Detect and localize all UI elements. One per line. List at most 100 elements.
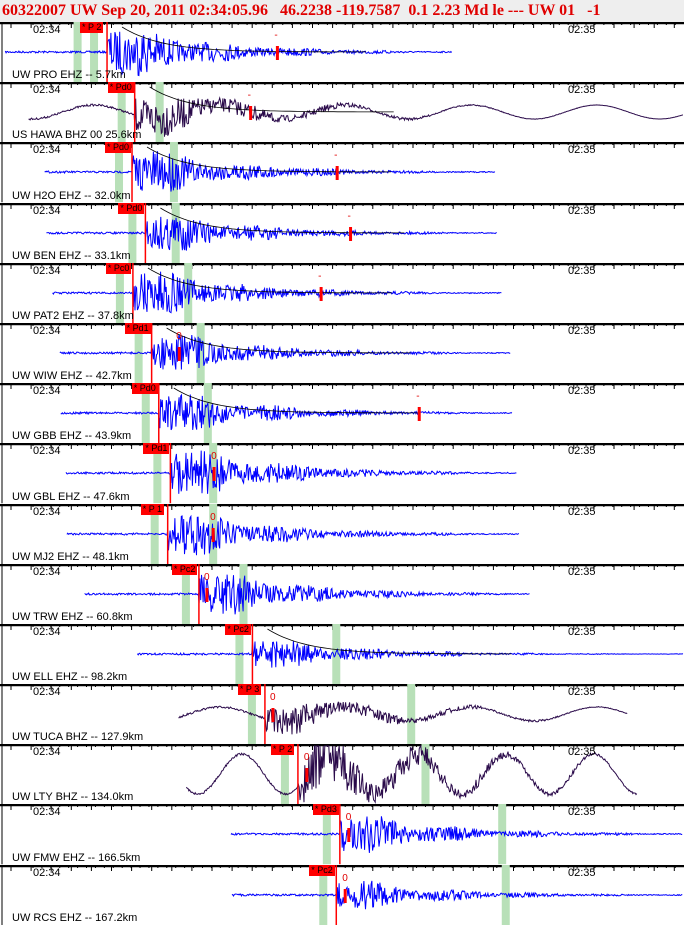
time-label-0235: 02:35 — [568, 264, 596, 277]
s-window — [196, 322, 205, 384]
p-window — [322, 804, 331, 865]
time-label-0234: 02:34 — [33, 84, 61, 97]
coda-marker[interactable] — [205, 587, 209, 602]
pick-label[interactable]: * Pd1 — [143, 443, 170, 455]
coda-code: - — [318, 270, 322, 282]
coda-curve — [146, 147, 392, 173]
coda-curve — [121, 26, 367, 53]
waveform — [66, 514, 520, 555]
time-label-0235: 02:35 — [568, 84, 596, 97]
trace-panel[interactable]: 0 02:34 02:35 * P 3 UW TUCA BHZ -- 127.9km — [0, 684, 684, 745]
trace-panel[interactable]: 0 02:34 02:35 * Pd3 UW FMW EHZ -- 166.5km — [0, 804, 684, 865]
station-label: UW RCS EHZ -- 167.2km — [12, 911, 138, 924]
coda-code: 0 — [345, 812, 352, 824]
coda-marker[interactable] — [271, 708, 275, 723]
pick-label[interactable]: * P 2 — [270, 744, 295, 756]
trace-panel[interactable]: - 02:34 02:35 * Pd0 UW BEN EHZ -- 33.1km — [0, 202, 684, 263]
p-window — [117, 82, 126, 143]
pick-label[interactable]: * Pd0 — [131, 383, 158, 395]
coda-code: - — [274, 30, 278, 41]
waveform — [44, 151, 496, 193]
coda-code: 0 — [210, 511, 216, 523]
trace-panel[interactable]: - 02:34 02:35 * Pd0 UW H2O EHZ -- 32.0km — [0, 142, 684, 203]
trace-panel[interactable]: 0 02:34 02:35 * Pc2 UW TRW EHZ -- 60.8km — [0, 563, 684, 624]
s-window — [155, 82, 164, 143]
trace-panel[interactable]: 0 02:34 02:35 * P 2 UW LTY BHZ -- 134.0km — [0, 744, 684, 805]
station-label: UW GBB EHZ -- 43.9km — [12, 430, 132, 443]
trace-panel[interactable]: - 02:34 02:35 * Pc0 UW PAT2 EHZ -- 37.8km — [0, 262, 684, 323]
coda-marker[interactable] — [349, 226, 353, 241]
trace-panel[interactable]: 0 02:34 02:35 * P 1 UW MJ2 EHZ -- 48.1km — [0, 503, 684, 564]
coda-code: - — [247, 90, 251, 102]
pick-label[interactable]: * Pd3 — [312, 804, 339, 816]
time-label-0234: 02:34 — [33, 24, 61, 36]
coda-code: 0 — [303, 752, 310, 764]
coda-marker[interactable] — [212, 467, 216, 482]
coda-marker[interactable] — [275, 46, 279, 60]
time-label-0234: 02:34 — [33, 445, 61, 458]
station-label: UW GBL EHZ -- 47.6km — [12, 490, 130, 503]
waveform — [46, 216, 497, 251]
trace-panel[interactable]: 0 02:34 02:35 * Pd1 UW WIW EHZ -- 42.7km — [0, 322, 684, 384]
seismogram-panels: - 02:34 02:35 * P 2 UW PRO EHZ -- 5.7km - 02:3… — [0, 22, 684, 925]
waveform — [185, 745, 638, 805]
time-label-0234: 02:34 — [33, 204, 61, 217]
coda-code: - — [334, 150, 338, 162]
trace-panel[interactable]: - 02:34 02:35 * P 2 UW PRO EHZ -- 5.7km — [0, 22, 684, 83]
coda-code: - — [416, 391, 420, 403]
pick-label[interactable]: * P 2 — [80, 22, 104, 33]
coda-marker[interactable] — [343, 888, 347, 903]
coda-marker[interactable] — [335, 166, 339, 181]
s-window — [407, 684, 416, 745]
coda-code: - — [347, 210, 351, 222]
time-label-0234: 02:34 — [33, 385, 61, 398]
coda-marker[interactable] — [347, 828, 351, 843]
coda-curve — [166, 327, 411, 354]
waveform — [84, 574, 530, 615]
coda-code: 0 — [269, 692, 276, 704]
trace-panel[interactable]: - 02:34 02:35 * Pd0 UW GBB EHZ -- 43.9km — [0, 383, 684, 444]
coda-curve — [147, 267, 392, 294]
pick-label[interactable]: * Pc2 — [225, 623, 251, 635]
coda-curve — [267, 628, 512, 655]
coda-marker[interactable] — [305, 768, 309, 783]
coda-curve — [160, 207, 405, 233]
coda-marker[interactable] — [319, 286, 323, 301]
time-label-0234: 02:34 — [33, 746, 61, 759]
time-label-0234: 02:34 — [33, 264, 61, 277]
time-label-0234: 02:34 — [33, 324, 61, 337]
time-label-0234: 02:34 — [33, 144, 61, 157]
time-label-0235: 02:35 — [568, 686, 596, 699]
trace-panel[interactable]: 0 02:34 02:35 * Pc2 UW RCS EHZ -- 167.2km — [0, 864, 684, 925]
time-label-0234: 02:34 — [33, 806, 61, 819]
station-label: UW WIW EHZ -- 42.7km — [12, 370, 132, 383]
coda-marker[interactable] — [417, 407, 421, 422]
time-label-0235: 02:35 — [568, 746, 596, 759]
pick-label[interactable]: * P 3 — [237, 684, 262, 696]
pick-label[interactable]: * Pd1 — [124, 322, 151, 334]
station-label: UW MJ2 EHZ -- 48.1km — [12, 550, 129, 563]
coda-marker[interactable] — [249, 106, 253, 121]
pick-label[interactable]: * Pc0 — [105, 262, 132, 274]
time-label-0235: 02:35 — [568, 625, 596, 638]
pick-label[interactable]: * Pd0 — [118, 202, 145, 214]
pick-label[interactable]: * Pd0 — [107, 82, 134, 94]
coda-marker[interactable] — [211, 527, 215, 542]
s-window — [332, 623, 341, 685]
pick-label[interactable]: * Pd0 — [105, 142, 132, 154]
time-label-0234: 02:34 — [33, 625, 61, 638]
pick-label[interactable]: * P 1 — [140, 503, 165, 515]
s-window — [498, 804, 507, 865]
s-window — [421, 744, 430, 805]
s-window — [169, 142, 178, 203]
pick-label[interactable]: * Pc2 — [171, 563, 198, 575]
trace-panel[interactable]: 02:34 02:35 * Pc2 UW ELL EHZ -- 98.2km — [0, 623, 684, 685]
time-label-0234: 02:34 — [33, 866, 61, 879]
trace-panel[interactable]: - 02:34 02:35 * Pd0 US HAWA BHZ 00 25.6km — [0, 82, 684, 143]
coda-curve — [173, 387, 418, 414]
coda-code: 0 — [176, 330, 182, 342]
coda-marker[interactable] — [177, 346, 181, 361]
pick-label[interactable]: * Pc2 — [309, 864, 335, 876]
trace-panel[interactable]: 0 02:34 02:35 * Pd1 UW GBL EHZ -- 47.6km — [0, 443, 684, 504]
p-window — [134, 322, 143, 384]
